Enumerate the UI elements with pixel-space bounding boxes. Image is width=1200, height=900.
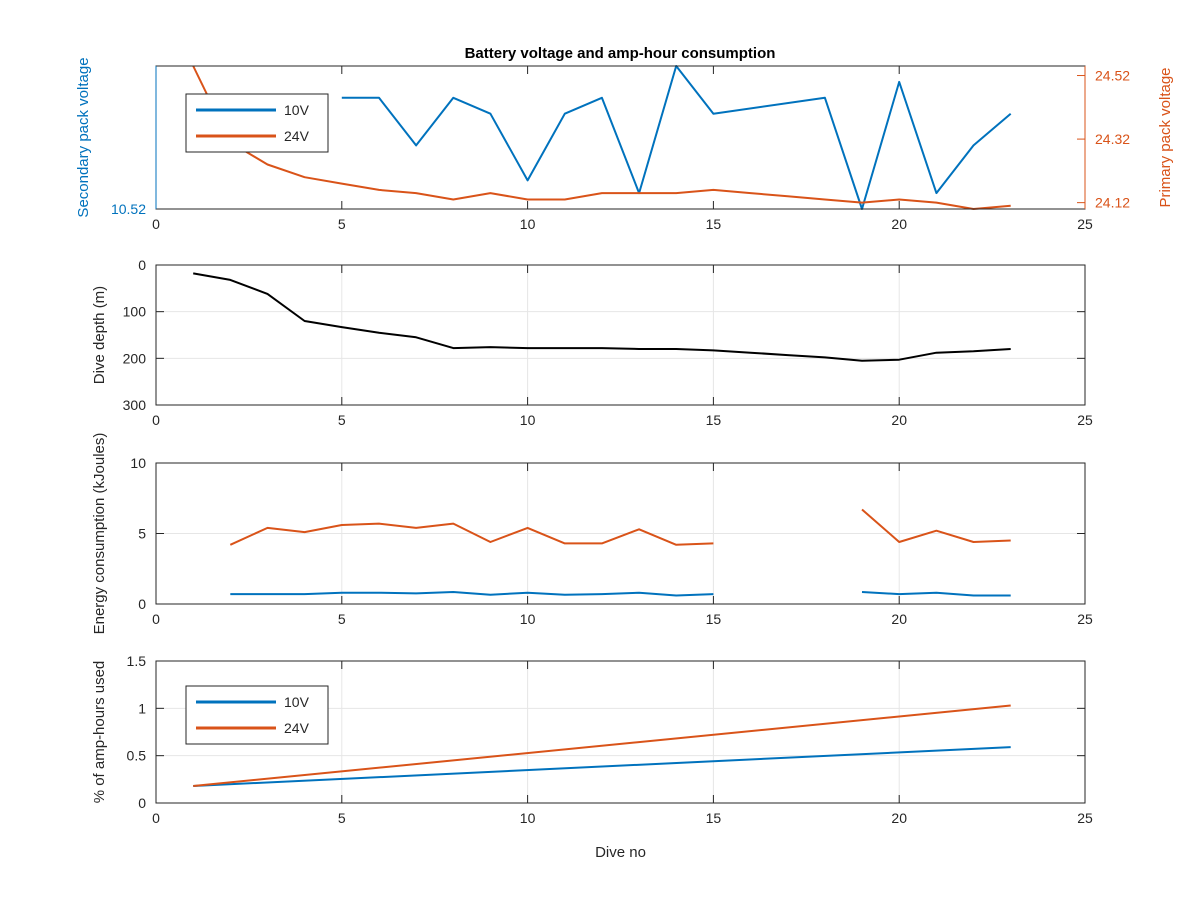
x-tick-label: 5 — [338, 810, 346, 826]
x-tick-label: 0 — [152, 611, 160, 627]
y-tick-label: 10.52 — [111, 201, 146, 217]
x-tick-label: 15 — [706, 216, 722, 232]
x-axis-label: Dive no — [595, 844, 646, 861]
y-axis-label: % of amp-hours used — [91, 661, 108, 804]
x-tick-label: 25 — [1077, 611, 1093, 627]
x-tick-label: 20 — [891, 810, 907, 826]
x-tick-label: 15 — [706, 611, 722, 627]
series-line-depth — [193, 272, 1011, 362]
legend-label-10v: 10V — [284, 102, 310, 118]
axes-voltage: 0 5 10 15 20 25 10.52 24.12 24.32 24.52 Primary pa… — [75, 57, 1174, 232]
x-tick-label: 10 — [520, 216, 536, 232]
x-tick-label: 0 — [152, 216, 160, 232]
x-tick-label: 20 — [891, 412, 907, 428]
y-tick-label: 0 — [138, 596, 146, 612]
y-tick-label: 1.5 — [127, 653, 147, 669]
y-tick-label: 0 — [138, 795, 146, 811]
y-axis-label: Dive depth (m) — [91, 286, 108, 384]
axes-amphours: 0 5 10 15 20 25 0 0.5 1 1.5 % of amp-hours used Div… — [91, 653, 1093, 861]
x-tick-label: 10 — [520, 611, 536, 627]
y-tick-label: 0 — [138, 257, 146, 273]
axes-frame — [155, 264, 1086, 406]
y-tick-label: 0.5 — [127, 748, 147, 764]
y-tick-label: 100 — [123, 304, 147, 320]
series-line-24v — [192, 65, 1011, 210]
y-tick-label: 200 — [123, 350, 147, 366]
x-tick-label: 15 — [706, 412, 722, 428]
y-right-axis-label: Primary pack voltage — [1157, 67, 1174, 207]
x-tick-label: 25 — [1077, 810, 1093, 826]
figure-title: Battery voltage and amp-hour consumption — [465, 45, 776, 62]
series-line-10v — [230, 591, 1011, 597]
x-tick-label: 25 — [1077, 412, 1093, 428]
x-tick-label: 10 — [520, 412, 536, 428]
y-tick-label: 10 — [130, 455, 146, 471]
y-tick-label: 1 — [138, 700, 146, 716]
axes-energy: 0 5 10 15 20 25 0 5 10 Energy consumption (kJoule… — [91, 433, 1093, 635]
series-line-24v — [193, 704, 1011, 787]
y-right-tick-label: 24.52 — [1095, 68, 1130, 84]
series-line-10v — [193, 746, 1011, 787]
x-tick-label: 15 — [706, 810, 722, 826]
series-line-24v — [229, 508, 1011, 546]
y-right-tick-label: 24.32 — [1095, 131, 1130, 147]
y-tick-label: 300 — [123, 397, 147, 413]
x-tick-label: 20 — [891, 611, 907, 627]
legend-label-24v: 24V — [284, 128, 310, 144]
y-right-tick-label: 24.12 — [1095, 195, 1130, 211]
plot-area — [156, 265, 1085, 405]
legend-box — [185, 93, 329, 153]
y-axis-label: Energy consumption (kJoules) — [91, 433, 108, 635]
x-tick-label: 5 — [338, 216, 346, 232]
x-tick-label: 20 — [891, 216, 907, 232]
x-tick-label: 5 — [338, 611, 346, 627]
legend-label-10v: 10V — [284, 694, 310, 710]
legend-box — [185, 685, 329, 745]
x-tick-label: 25 — [1077, 216, 1093, 232]
axes-depth: 0 5 10 15 20 25 0 100 200 300 Dive depth (m) — [91, 257, 1093, 428]
x-tick-label: 0 — [152, 412, 160, 428]
y-axis-label: Secondary pack voltage — [75, 57, 92, 217]
x-tick-label: 5 — [338, 412, 346, 428]
y-tick-label: 5 — [138, 526, 146, 542]
legend-label-24v: 24V — [284, 720, 310, 736]
x-tick-label: 0 — [152, 810, 160, 826]
axes-frame — [155, 660, 1086, 804]
x-tick-label: 10 — [520, 810, 536, 826]
